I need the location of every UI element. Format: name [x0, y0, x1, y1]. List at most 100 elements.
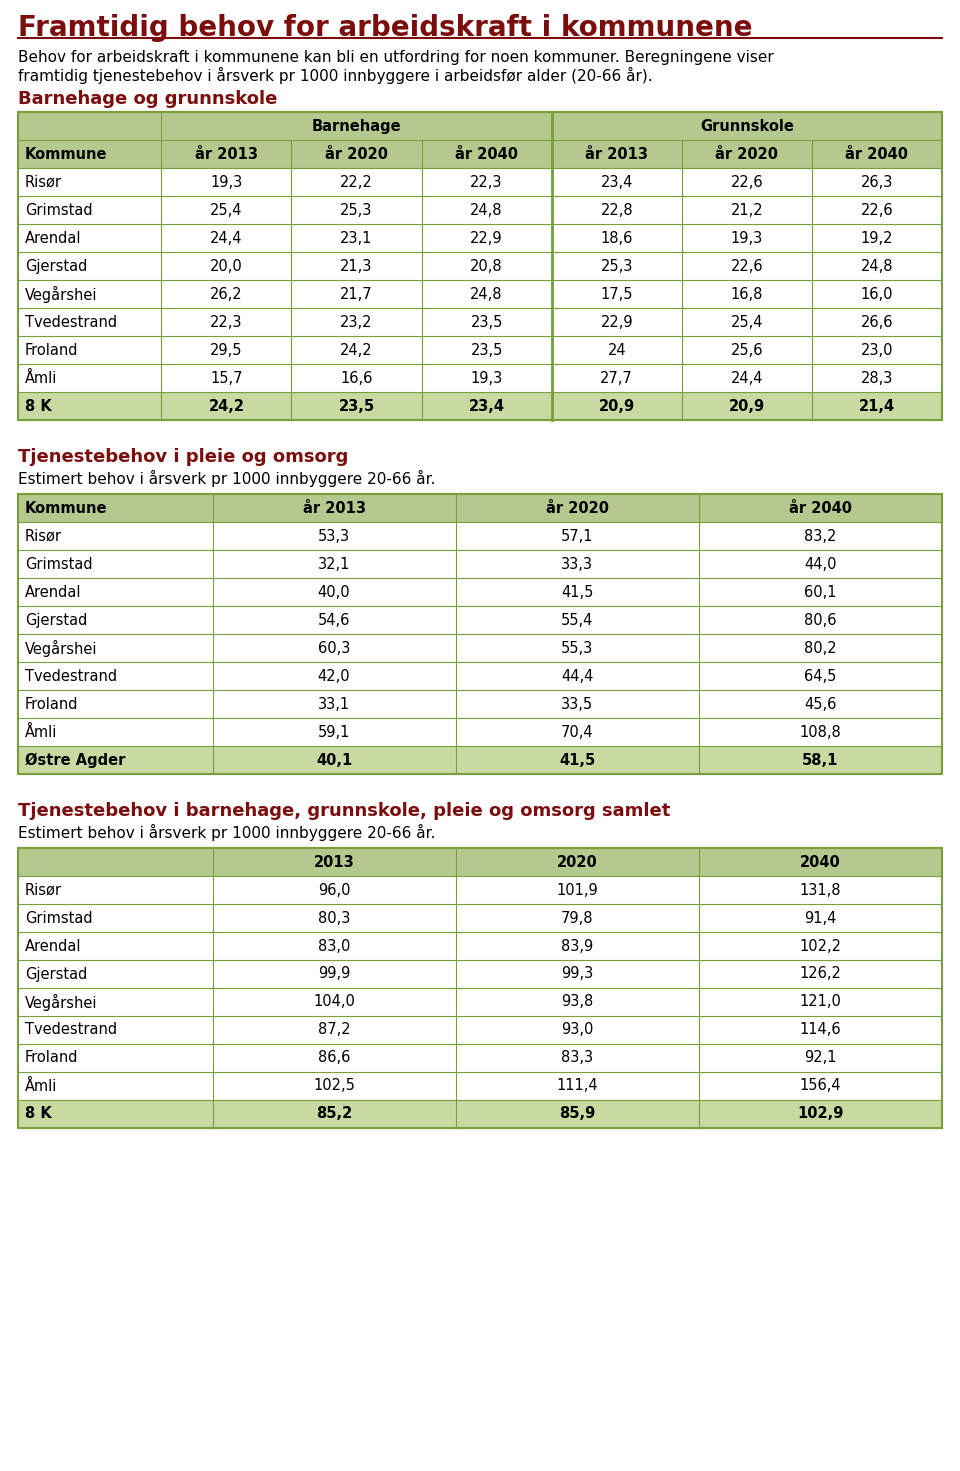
- Text: 40,1: 40,1: [316, 753, 352, 768]
- Text: Gjerstad: Gjerstad: [25, 966, 87, 981]
- Text: 102,5: 102,5: [313, 1078, 355, 1093]
- Text: år 2040: år 2040: [455, 147, 518, 162]
- Text: Arendal: Arendal: [25, 938, 82, 953]
- Text: Grimstad: Grimstad: [25, 911, 92, 925]
- Text: 19,3: 19,3: [731, 231, 763, 246]
- Text: 33,5: 33,5: [562, 696, 593, 712]
- Text: 57,1: 57,1: [561, 528, 593, 543]
- Bar: [18, 140, 942, 168]
- Text: Kommune: Kommune: [25, 500, 108, 515]
- Text: 102,9: 102,9: [797, 1106, 844, 1121]
- Text: Arendal: Arendal: [25, 231, 82, 246]
- Text: 17,5: 17,5: [600, 287, 633, 302]
- Text: 32,1: 32,1: [318, 556, 350, 572]
- Text: 64,5: 64,5: [804, 668, 836, 684]
- Text: 8 K: 8 K: [25, 1106, 52, 1121]
- Text: 19,2: 19,2: [861, 231, 893, 246]
- Text: 87,2: 87,2: [318, 1022, 350, 1037]
- Bar: [18, 578, 942, 606]
- Text: 26,2: 26,2: [210, 287, 243, 302]
- Bar: [18, 847, 942, 1128]
- Text: 114,6: 114,6: [800, 1022, 841, 1037]
- Bar: [18, 746, 942, 774]
- Text: 40,0: 40,0: [318, 584, 350, 600]
- Text: 24,8: 24,8: [470, 203, 503, 218]
- Text: Vegårshei: Vegårshei: [25, 285, 98, 303]
- Text: Grimstad: Grimstad: [25, 556, 92, 572]
- Text: 80,2: 80,2: [804, 640, 837, 656]
- Text: 91,4: 91,4: [804, 911, 836, 925]
- Text: 21,3: 21,3: [340, 259, 372, 274]
- Text: 80,6: 80,6: [804, 612, 837, 628]
- Text: 41,5: 41,5: [561, 584, 593, 600]
- Text: 20,9: 20,9: [599, 399, 635, 413]
- Text: 29,5: 29,5: [210, 343, 243, 357]
- Text: 25,4: 25,4: [731, 315, 763, 330]
- Text: Arendal: Arendal: [25, 584, 82, 600]
- Bar: [18, 224, 942, 252]
- Text: 19,3: 19,3: [210, 175, 243, 190]
- Text: 23,2: 23,2: [340, 315, 372, 330]
- Text: 42,0: 42,0: [318, 668, 350, 684]
- Text: 53,3: 53,3: [318, 528, 350, 543]
- Text: Risør: Risør: [25, 883, 62, 897]
- Bar: [18, 1016, 942, 1044]
- Bar: [18, 363, 942, 391]
- Text: Behov for arbeidskraft i kommunene kan bli en utfordring for noen kommuner. Bere: Behov for arbeidskraft i kommunene kan b…: [18, 50, 774, 65]
- Text: 92,1: 92,1: [804, 1050, 837, 1065]
- Text: Risør: Risør: [25, 175, 62, 190]
- Text: 80,3: 80,3: [318, 911, 350, 925]
- Text: 55,4: 55,4: [561, 612, 593, 628]
- Text: Tjenestebehov i pleie og omsorg: Tjenestebehov i pleie og omsorg: [18, 449, 348, 466]
- Text: 22,2: 22,2: [340, 175, 372, 190]
- Bar: [18, 933, 942, 961]
- Text: 24,4: 24,4: [731, 371, 763, 385]
- Bar: [18, 550, 942, 578]
- Text: Estimert behov i årsverk pr 1000 innbyggere 20-66 år.: Estimert behov i årsverk pr 1000 innbygg…: [18, 471, 436, 487]
- Bar: [18, 877, 942, 905]
- Text: 22,6: 22,6: [731, 175, 763, 190]
- Text: år 2013: år 2013: [195, 147, 258, 162]
- Text: 24,8: 24,8: [470, 287, 503, 302]
- Text: 83,2: 83,2: [804, 528, 836, 543]
- Text: år 2013: år 2013: [302, 500, 366, 515]
- Text: Gjerstad: Gjerstad: [25, 612, 87, 628]
- Text: 59,1: 59,1: [318, 725, 350, 740]
- Bar: [18, 112, 942, 421]
- Text: 20,0: 20,0: [210, 259, 243, 274]
- Text: 23,1: 23,1: [340, 231, 372, 246]
- Bar: [18, 1100, 942, 1128]
- Text: 25,3: 25,3: [340, 203, 372, 218]
- Text: Grimstad: Grimstad: [25, 203, 92, 218]
- Bar: [18, 961, 942, 989]
- Text: Gjerstad: Gjerstad: [25, 259, 87, 274]
- Text: 23,4: 23,4: [601, 175, 633, 190]
- Text: 44,4: 44,4: [561, 668, 593, 684]
- Text: 99,3: 99,3: [562, 966, 593, 981]
- Text: 26,6: 26,6: [861, 315, 893, 330]
- Text: 102,2: 102,2: [800, 938, 841, 953]
- Text: 16,6: 16,6: [340, 371, 372, 385]
- Text: Tvedestrand: Tvedestrand: [25, 668, 117, 684]
- Text: 20,9: 20,9: [729, 399, 765, 413]
- Text: 20,8: 20,8: [470, 259, 503, 274]
- Text: 21,2: 21,2: [731, 203, 763, 218]
- Text: Vegårshei: Vegårshei: [25, 993, 98, 1011]
- Text: år 2013: år 2013: [586, 147, 648, 162]
- Text: 16,8: 16,8: [731, 287, 763, 302]
- Text: Froland: Froland: [25, 343, 79, 357]
- Text: 83,9: 83,9: [562, 938, 593, 953]
- Text: 21,7: 21,7: [340, 287, 372, 302]
- Text: 16,0: 16,0: [861, 287, 893, 302]
- Text: Vegårshei: Vegårshei: [25, 640, 98, 656]
- Text: 26,3: 26,3: [861, 175, 893, 190]
- Text: 24: 24: [608, 343, 626, 357]
- Text: Østre Agder: Østre Agder: [25, 752, 126, 768]
- Text: Framtidig behov for arbeidskraft i kommunene: Framtidig behov for arbeidskraft i kommu…: [18, 15, 753, 43]
- Text: 70,4: 70,4: [561, 725, 593, 740]
- Text: år 2020: år 2020: [546, 500, 609, 515]
- Text: Kommune: Kommune: [25, 147, 108, 162]
- Bar: [18, 196, 942, 224]
- Text: 60,3: 60,3: [318, 640, 350, 656]
- Text: 28,3: 28,3: [861, 371, 893, 385]
